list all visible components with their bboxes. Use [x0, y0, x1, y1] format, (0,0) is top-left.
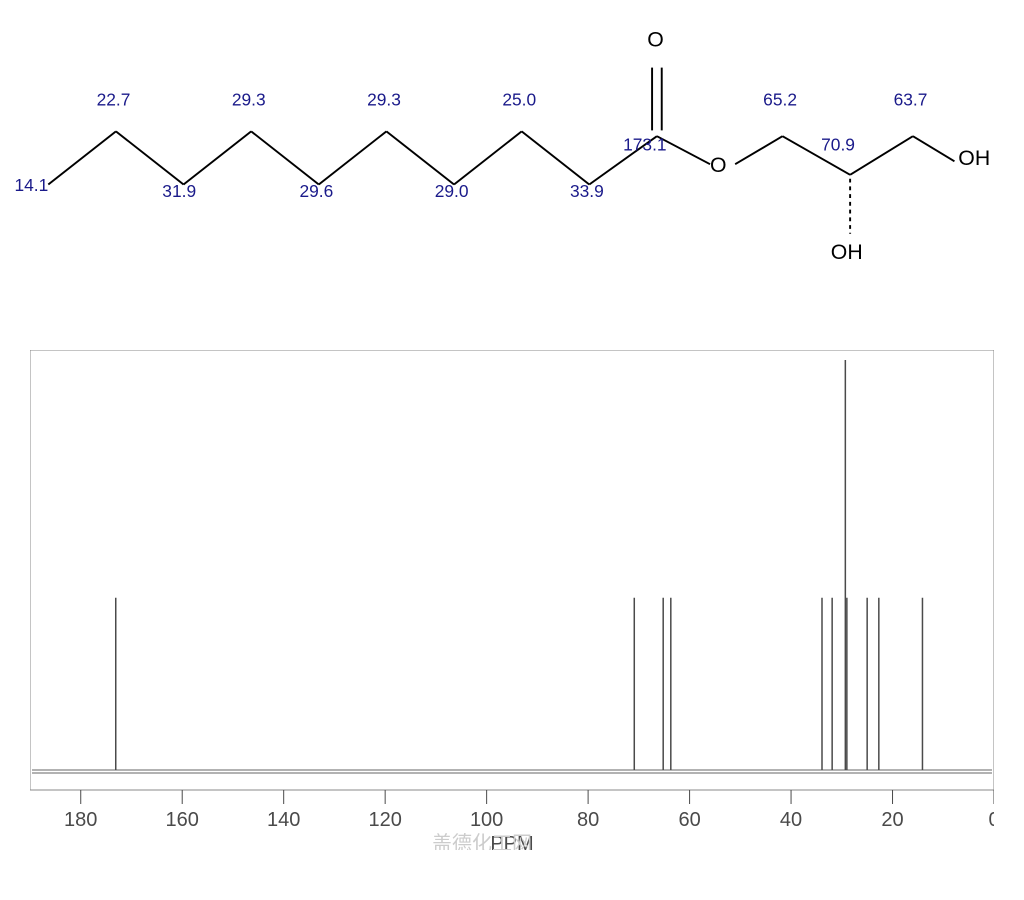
svg-text:29.0: 29.0	[435, 181, 469, 201]
svg-text:OH: OH	[831, 240, 863, 264]
svg-text:29.3: 29.3	[367, 89, 401, 109]
svg-text:65.2: 65.2	[763, 89, 797, 109]
svg-text:20: 20	[881, 809, 903, 831]
svg-text:22.7: 22.7	[97, 89, 131, 109]
svg-text:120: 120	[368, 809, 401, 831]
nmr-spectrum: 180160140120100806040200PPM盖德化工网	[30, 350, 994, 850]
svg-text:O: O	[710, 153, 727, 177]
svg-text:OH: OH	[958, 146, 990, 170]
svg-text:25.0: 25.0	[502, 89, 536, 109]
svg-text:O: O	[647, 27, 664, 51]
svg-text:31.9: 31.9	[162, 181, 196, 201]
svg-text:63.7: 63.7	[894, 89, 928, 109]
molecule-structure: O O OH OH 14.1 22.7 31.9 29.3 29.6 29.3 29.0 25.0 33…	[0, 0, 1024, 340]
svg-text:29.6: 29.6	[299, 181, 333, 201]
svg-text:160: 160	[166, 809, 199, 831]
svg-text:14.1: 14.1	[14, 175, 48, 195]
svg-text:70.9: 70.9	[821, 135, 855, 155]
svg-text:100: 100	[470, 809, 503, 831]
svg-text:180: 180	[64, 809, 97, 831]
svg-text:140: 140	[267, 809, 300, 831]
svg-text:0: 0	[988, 809, 994, 831]
svg-text:29.3: 29.3	[232, 89, 266, 109]
svg-text:40: 40	[780, 809, 802, 831]
svg-text:60: 60	[678, 809, 700, 831]
svg-text:33.9: 33.9	[570, 181, 604, 201]
svg-text:173.1: 173.1	[623, 135, 666, 155]
svg-text:盖德化工网: 盖德化工网	[432, 832, 532, 850]
svg-text:80: 80	[577, 809, 599, 831]
